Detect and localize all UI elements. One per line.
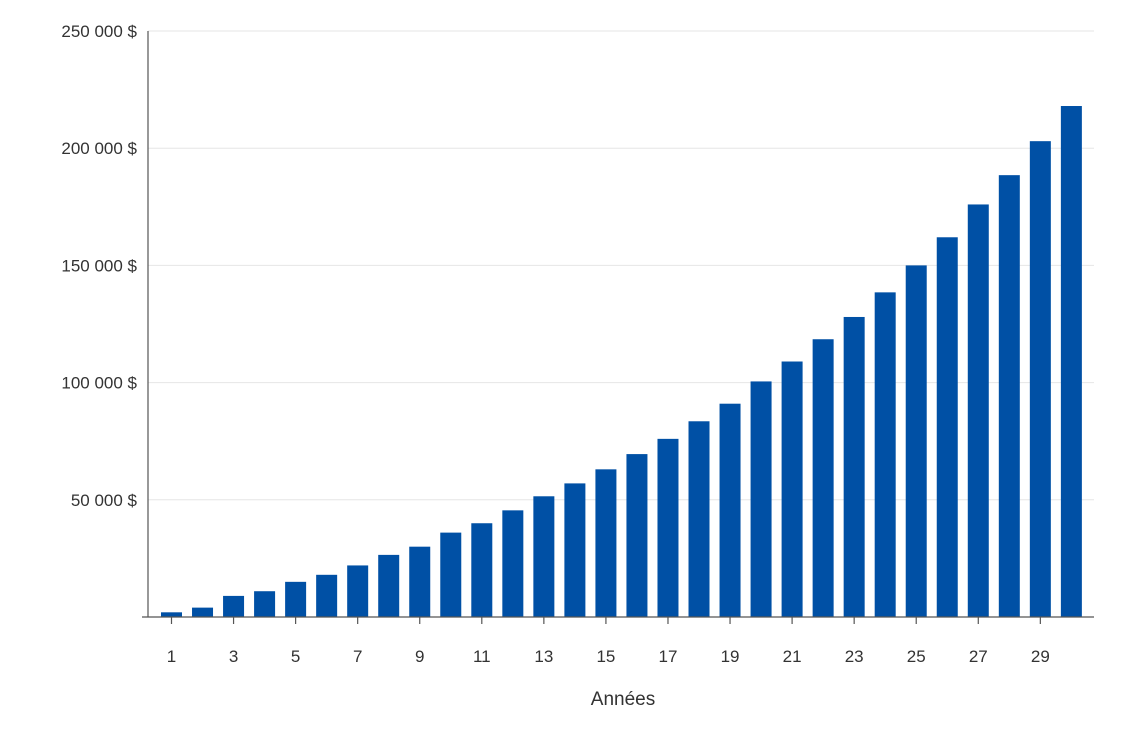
bar	[564, 483, 586, 617]
x-tick-label: 25	[907, 647, 926, 666]
bar	[1060, 106, 1082, 618]
bar	[502, 510, 524, 617]
bar	[626, 454, 648, 617]
bar	[347, 565, 369, 617]
bar	[440, 532, 462, 617]
x-tick-label: 9	[415, 647, 424, 666]
x-tick-label: 27	[969, 647, 988, 666]
bar	[905, 265, 927, 617]
bar	[161, 612, 182, 617]
bar	[223, 595, 245, 617]
y-tick-label: 200 000 $	[61, 139, 137, 158]
y-tick-label: 150 000 $	[61, 256, 137, 275]
bar	[1029, 141, 1051, 617]
axes	[142, 31, 1094, 618]
x-tick-label: 19	[721, 647, 740, 666]
x-tick-label: 1	[167, 647, 176, 666]
x-tick-label: 3	[229, 647, 238, 666]
gridlines	[148, 30, 1094, 501]
bar	[967, 204, 989, 617]
bar	[471, 523, 493, 617]
bar	[409, 546, 431, 617]
y-tick-label: 100 000 $	[61, 374, 137, 393]
bar	[812, 339, 834, 617]
bar	[254, 591, 276, 617]
bar	[874, 292, 896, 617]
x-tick-label: 13	[534, 647, 553, 666]
x-tick-labels: 1 3 5 7 9 11 13 15 17 19 21 23 25 27 29	[167, 617, 1050, 666]
bar	[998, 175, 1020, 617]
y-tick-label: 250 000 $	[61, 22, 137, 41]
x-tick-label: 5	[291, 647, 300, 666]
bar	[936, 237, 958, 617]
x-tick-label: 17	[659, 647, 678, 666]
bar	[688, 421, 710, 617]
bar	[719, 403, 741, 617]
bar	[781, 361, 803, 617]
bar	[843, 316, 865, 617]
x-axis-title: Années	[591, 689, 655, 710]
x-tick-label: 7	[353, 647, 362, 666]
bars	[161, 106, 1082, 618]
y-tick-labels: 250 000 $ 200 000 $ 150 000 $ 100 000 $ 50 0…	[61, 22, 137, 510]
bar	[595, 469, 617, 617]
x-tick-label: 23	[845, 647, 864, 666]
bar	[750, 381, 772, 617]
bar	[378, 554, 400, 617]
x-tick-label: 15	[596, 647, 615, 666]
x-tick-label: 29	[1031, 647, 1050, 666]
x-tick-label: 21	[783, 647, 802, 666]
bar	[533, 496, 555, 617]
bar	[316, 574, 338, 617]
bar	[192, 607, 214, 617]
y-tick-label: 50 000 $	[71, 491, 138, 510]
bar	[285, 581, 307, 617]
bar	[657, 438, 679, 617]
x-tick-label: 11	[473, 647, 491, 666]
